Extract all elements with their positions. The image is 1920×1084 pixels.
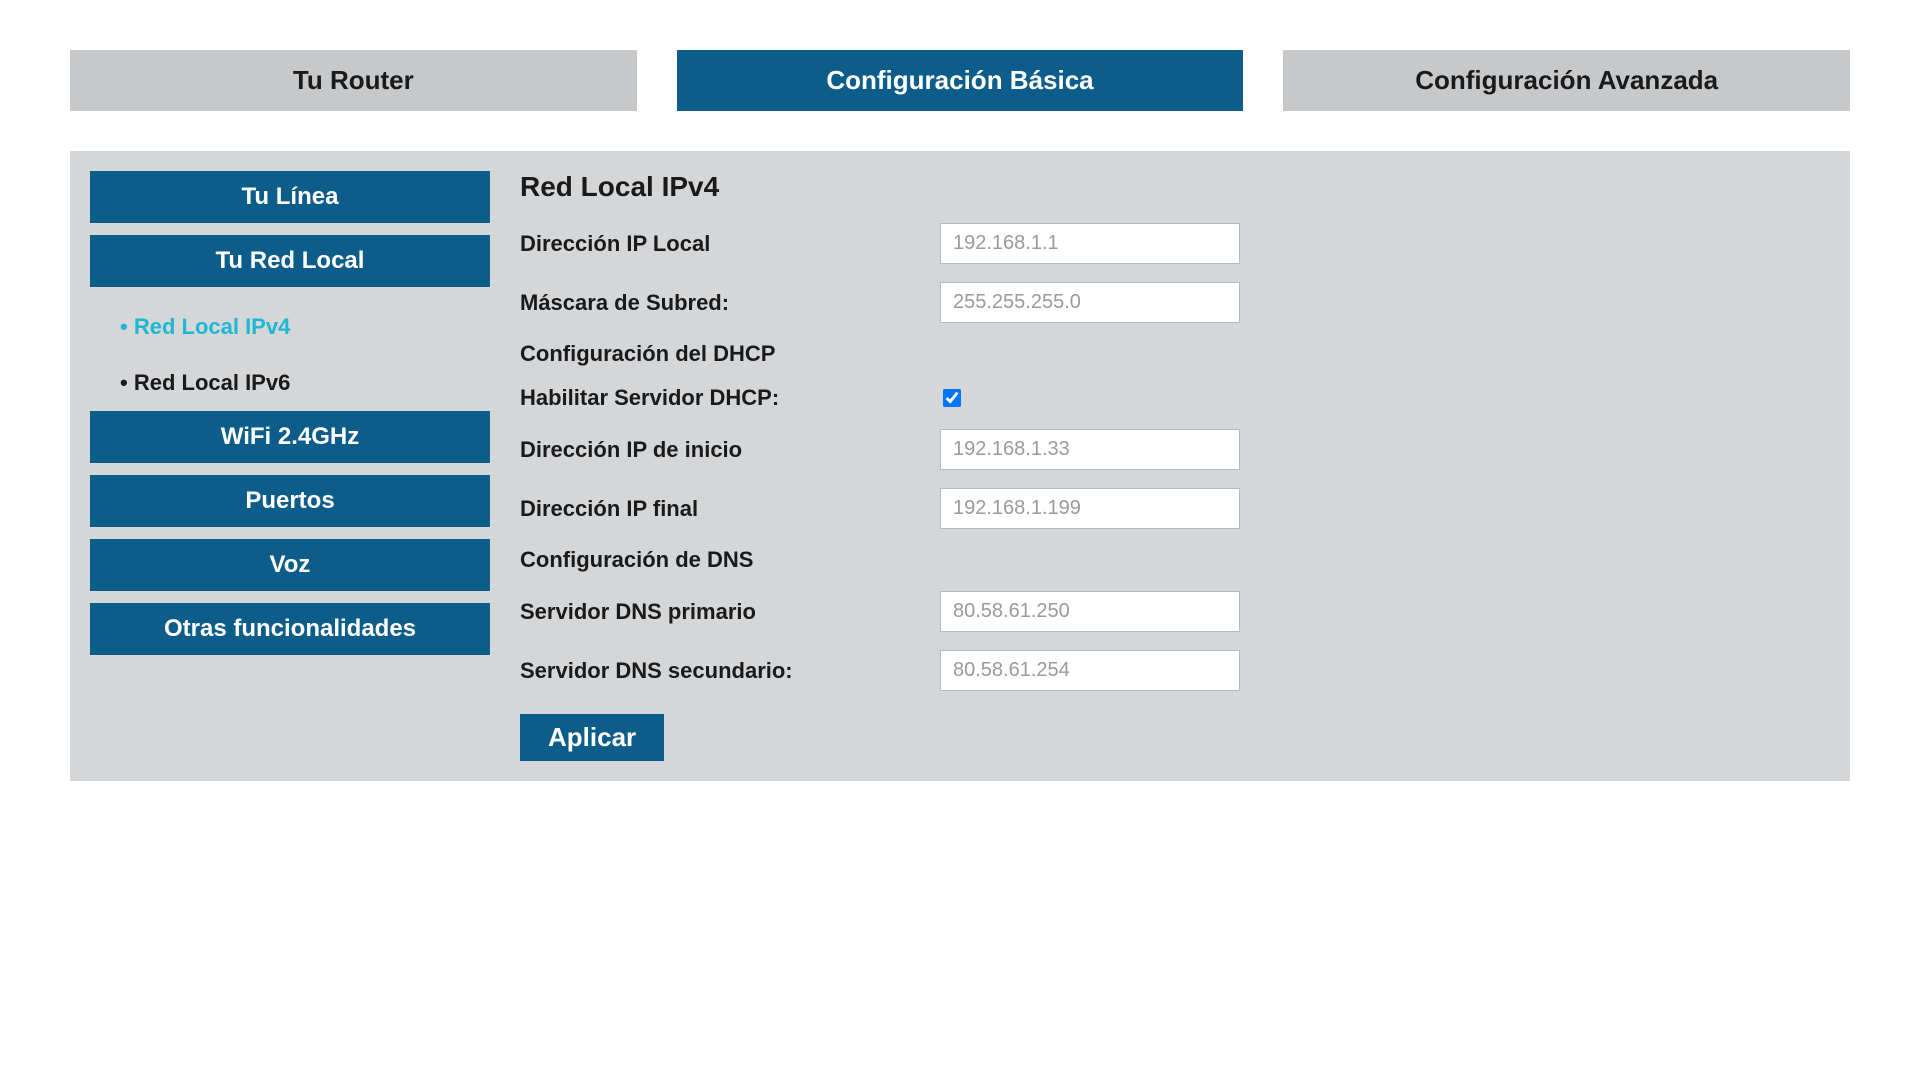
- sidebar-item-wifi[interactable]: WiFi 2.4GHz: [90, 411, 490, 463]
- top-tabs: Tu Router Configuración Básica Configura…: [70, 50, 1850, 111]
- content-wrapper: Tu Línea Tu Red Local Red Local IPv4 Red…: [70, 151, 1850, 781]
- label-dns-secondary: Servidor DNS secundario:: [520, 658, 940, 684]
- sidebar: Tu Línea Tu Red Local Red Local IPv4 Red…: [90, 171, 490, 761]
- sidebar-item-tu-red-local[interactable]: Tu Red Local: [90, 235, 490, 287]
- tab-configuracion-basica[interactable]: Configuración Básica: [677, 50, 1244, 111]
- input-ip-local[interactable]: [940, 223, 1240, 264]
- row-ip-local: Dirección IP Local: [520, 223, 1830, 264]
- sidebar-subitem-red-local-ipv6[interactable]: Red Local IPv6: [90, 355, 490, 411]
- apply-button[interactable]: Aplicar: [520, 714, 664, 761]
- row-ip-start: Dirección IP de inicio: [520, 429, 1830, 470]
- sidebar-item-puertos[interactable]: Puertos: [90, 475, 490, 527]
- sidebar-item-tu-linea[interactable]: Tu Línea: [90, 171, 490, 223]
- label-subnet-mask: Máscara de Subred:: [520, 290, 940, 316]
- row-dns-primary: Servidor DNS primario: [520, 591, 1830, 632]
- main-content: Red Local IPv4 Dirección IP Local Máscar…: [510, 171, 1830, 761]
- row-ip-end: Dirección IP final: [520, 488, 1830, 529]
- page-title: Red Local IPv4: [520, 171, 1830, 203]
- tab-configuracion-avanzada[interactable]: Configuración Avanzada: [1283, 50, 1850, 111]
- input-ip-end[interactable]: [940, 488, 1240, 529]
- row-dhcp-enable: Habilitar Servidor DHCP:: [520, 385, 1830, 411]
- row-subnet-mask: Máscara de Subred:: [520, 282, 1830, 323]
- input-subnet-mask[interactable]: [940, 282, 1240, 323]
- tab-tu-router[interactable]: Tu Router: [70, 50, 637, 111]
- section-header-dhcp: Configuración del DHCP: [520, 341, 1830, 367]
- row-dns-secondary: Servidor DNS secundario:: [520, 650, 1830, 691]
- label-ip-local: Dirección IP Local: [520, 231, 940, 257]
- label-ip-start: Dirección IP de inicio: [520, 437, 940, 463]
- input-ip-start[interactable]: [940, 429, 1240, 470]
- input-dns-primary[interactable]: [940, 591, 1240, 632]
- checkbox-dhcp-enable[interactable]: [943, 389, 961, 407]
- sidebar-subitem-red-local-ipv4[interactable]: Red Local IPv4: [90, 299, 490, 355]
- sidebar-item-voz[interactable]: Voz: [90, 539, 490, 591]
- label-ip-end: Dirección IP final: [520, 496, 940, 522]
- label-dhcp-enable: Habilitar Servidor DHCP:: [520, 385, 940, 411]
- input-dns-secondary[interactable]: [940, 650, 1240, 691]
- sidebar-item-otras-funcionalidades[interactable]: Otras funcionalidades: [90, 603, 490, 655]
- label-dns-primary: Servidor DNS primario: [520, 599, 940, 625]
- section-header-dns: Configuración de DNS: [520, 547, 1830, 573]
